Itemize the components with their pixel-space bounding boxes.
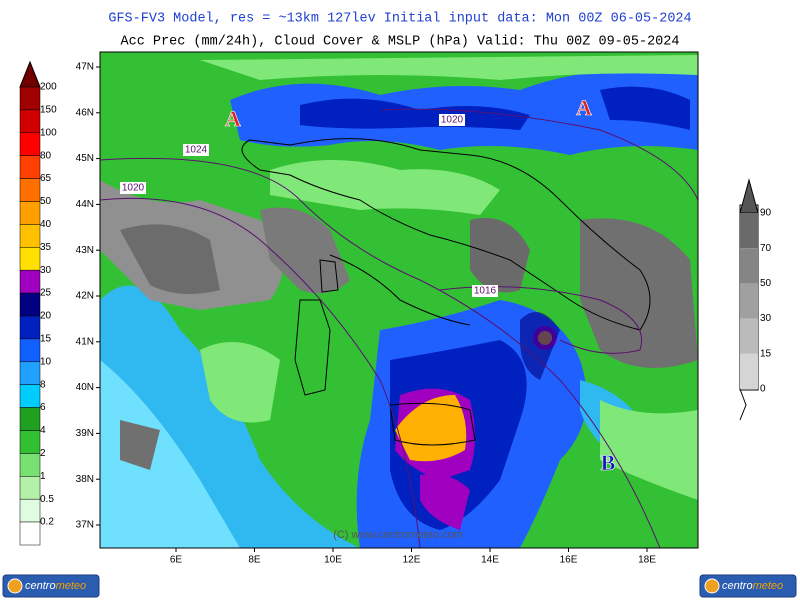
- precip-legend-label: 4: [40, 425, 46, 436]
- lat-label: 39N: [76, 428, 94, 439]
- lon-label: 14E: [481, 555, 499, 566]
- logo-icon: [704, 578, 720, 594]
- precip-legend-label: 100: [40, 127, 57, 138]
- isobar-label-bg: [472, 285, 498, 297]
- precip-legend-swatch: [19, 247, 41, 271]
- precip-legend-label: 50: [40, 196, 52, 207]
- cloud-legend-swatch: [740, 353, 758, 389]
- precip-legend-label: 6: [40, 402, 46, 413]
- precip-legend-label: 35: [40, 242, 52, 253]
- cloud-legend-label: 30: [760, 313, 772, 324]
- lat-label: 46N: [76, 107, 94, 118]
- precip-legend-swatch: [19, 338, 41, 363]
- precip-legend-swatch: [19, 315, 41, 340]
- precip-legend-swatch: [19, 132, 41, 156]
- cloud-legend-tail: [739, 388, 747, 421]
- lon-label: 16E: [560, 555, 578, 566]
- precip-legend-label: 80: [40, 150, 52, 161]
- isobar-label: 1020: [122, 183, 145, 194]
- logo-text-part: meteo: [56, 580, 87, 592]
- precip-legend-label: 200: [40, 82, 57, 93]
- lat-label: 40N: [76, 382, 94, 393]
- map-frame: [99, 51, 699, 549]
- precip-legend-swatch: [19, 361, 41, 385]
- precip-legend-top: [19, 60, 41, 88]
- lat-label: 42N: [76, 291, 94, 302]
- cloud-legend-label: 70: [760, 243, 772, 254]
- lon-label: 12E: [403, 555, 421, 566]
- precip-legend-swatch: [19, 269, 41, 294]
- watermark: (C) www.centrometeo.com: [333, 529, 463, 541]
- precip-legend-label: 8: [40, 379, 46, 390]
- title: GFS-FV3 Model, res = ~13km 127lev Initia…: [108, 12, 691, 27]
- logo-text-part: centro: [722, 580, 753, 592]
- subtitle: Acc Prec (mm/24h), Cloud Cover & MSLP (h…: [121, 35, 680, 50]
- lat-label: 41N: [76, 336, 94, 347]
- precip-legend-label: 10: [40, 356, 52, 367]
- precip-legend-label: 65: [40, 173, 52, 184]
- pressure-center: A: [225, 106, 241, 131]
- precip-legend-swatch: [19, 476, 41, 500]
- isobar-label: 1020: [441, 115, 464, 126]
- isobar-label-bg: [439, 114, 465, 126]
- logo-box: [2, 574, 100, 598]
- logo-text-part: centro: [25, 580, 56, 592]
- precip-legend-label: 30: [40, 265, 52, 276]
- precip-legend-label: 150: [40, 105, 57, 116]
- lon-label: 8E: [248, 555, 261, 566]
- lon-label: 18E: [638, 555, 656, 566]
- precip-legend-swatch: [19, 407, 41, 431]
- precip-legend-swatch: [19, 453, 41, 477]
- precip-legend-swatch: [19, 86, 41, 111]
- isobar-label-bg: [183, 144, 209, 156]
- pressure-center: B: [601, 450, 616, 475]
- precip-legend-swatch: [19, 224, 41, 248]
- precip-legend-label: 2: [40, 448, 46, 459]
- lon-label: 6E: [170, 555, 183, 566]
- precip-legend-label: 20: [40, 311, 52, 322]
- lat-label: 47N: [76, 62, 94, 73]
- precip-legend-swatch: [19, 384, 41, 408]
- isobar-label-bg: [120, 182, 146, 194]
- cloud-legend-top: [739, 178, 759, 214]
- cloud-legend-label: 0: [760, 384, 766, 395]
- cloud-legend-swatch: [740, 213, 758, 249]
- pressure-center: A: [576, 95, 592, 120]
- precip-legend-label: 15: [40, 334, 52, 345]
- isobar-label: 1024: [185, 145, 208, 156]
- cloud-legend-label: 50: [760, 278, 772, 289]
- precip-legend-swatch: [19, 178, 41, 202]
- logo-text: centrometeo: [722, 580, 783, 592]
- precip-legend-label: 0.5: [40, 494, 54, 505]
- precip-legend-label: 0.2: [40, 517, 54, 528]
- lon-label: 10E: [324, 555, 342, 566]
- lat-label: 38N: [76, 474, 94, 485]
- lat-label: 44N: [76, 199, 94, 210]
- map-field: [100, 52, 698, 548]
- precip-legend-swatch: [19, 430, 41, 454]
- precip-legend-swatch: [19, 521, 41, 546]
- cloud-legend-swatch: [740, 318, 758, 354]
- precip-legend-swatch: [19, 201, 41, 225]
- logo-icon: [7, 578, 23, 594]
- cloud-legend-swatch: [740, 248, 758, 284]
- isobar-label: 1016: [474, 286, 497, 297]
- precip-legend-label: 25: [40, 288, 52, 299]
- precip-legend-label: 40: [40, 219, 52, 230]
- precip-legend-swatch: [19, 498, 41, 523]
- lat-label: 45N: [76, 153, 94, 164]
- cloud-legend-label: 15: [760, 348, 772, 359]
- precip-legend-swatch: [19, 155, 41, 179]
- cloud-legend-swatch: [740, 283, 758, 319]
- lat-label: 43N: [76, 245, 94, 256]
- lat-label: 37N: [76, 520, 94, 531]
- precip-legend-label: 1: [40, 471, 46, 482]
- precip-legend-swatch: [19, 109, 41, 134]
- logo-text-part: meteo: [753, 580, 784, 592]
- cloud-legend-label: 90: [760, 208, 772, 219]
- logo-text: centrometeo: [25, 580, 86, 592]
- precip-legend-swatch: [19, 292, 41, 317]
- logo-box: [699, 574, 797, 598]
